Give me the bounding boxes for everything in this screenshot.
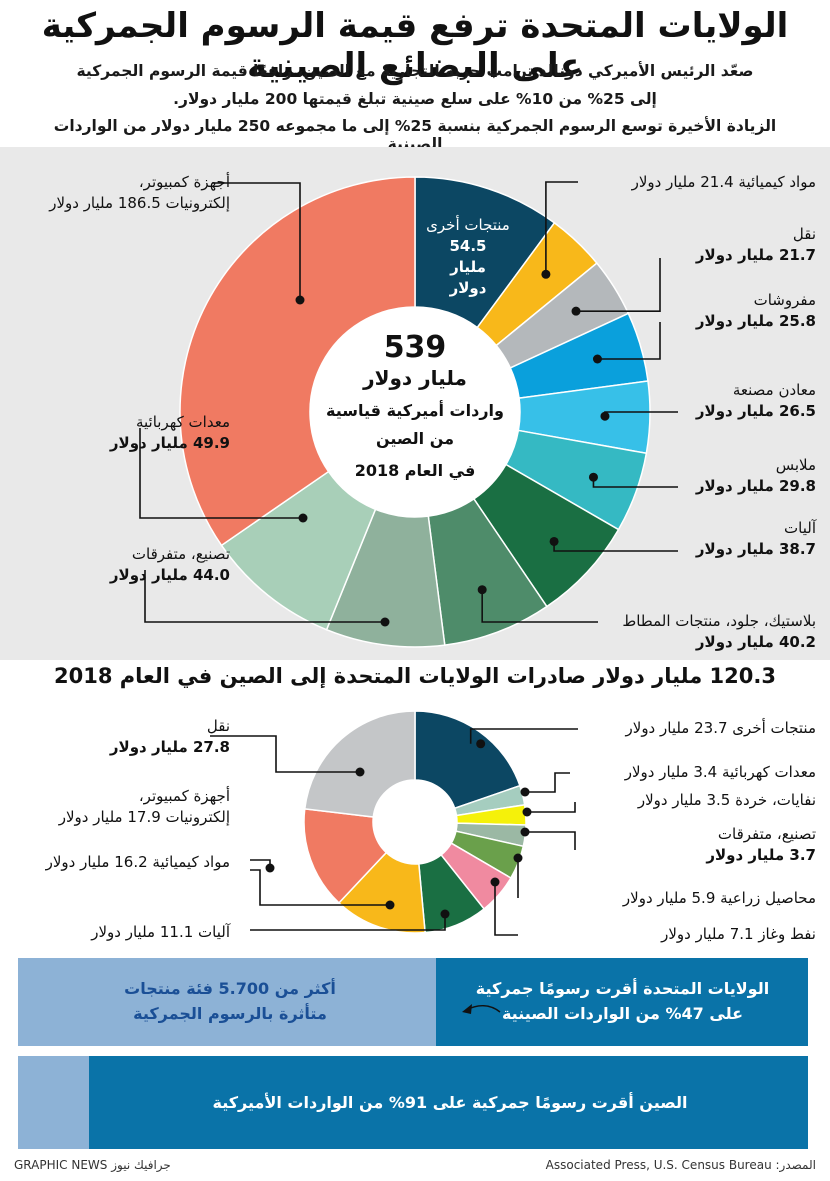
china-tariff-text: الصين أقرت رسومًا جمركية على 91% من الوا…: [212, 1093, 688, 1112]
exp-oil-dot: [490, 877, 500, 887]
imports-label-chemicals: مواد كيميائية 21.4 مليار دولار: [631, 173, 816, 191]
us-tariff-bar-fill: [436, 958, 808, 1046]
page-title: الولايات المتحدة ترفع قيمة الرسوم الجمرك…: [41, 6, 789, 86]
exp-agri-dot: [513, 853, 523, 863]
imports-label-transport: نقل 21.7 مليار دولار: [695, 225, 816, 264]
donut-hole: [373, 780, 457, 864]
imp-plastics-line: [481, 589, 598, 623]
exports-label-oil: نفط وغاز 7.1 مليار دولار: [661, 925, 816, 943]
imp-computers-dot: [295, 295, 305, 305]
subtitle-line-2: إلى 25% من 10% على سلع صينية تبلغ قيمتها…: [173, 90, 657, 108]
imp-plastics-dot: [477, 585, 487, 595]
exp-transport-dot: [355, 767, 365, 777]
exports-label-electrical: معدات كهربائية 3.4 مليار دولار: [624, 763, 816, 781]
imp-furniture-line: [597, 322, 661, 360]
imp-transport-line: [576, 258, 661, 312]
donut-hole: [310, 307, 520, 517]
china-tariff-bar-remainder: [18, 1056, 89, 1149]
exp-chemicals-dot: [385, 900, 395, 910]
exports-donut-chart: [303, 710, 527, 934]
imports-center-line1: واردات أميركية قياسية: [326, 401, 504, 420]
subtitle-line-1: صعّد الرئيس الأميركي دونالد ترامب حربه ا…: [76, 62, 754, 80]
exp-computers-dot: [265, 863, 275, 873]
exports-label-manufacturing: تصنيع، متفرقات 3.7 مليار دولار: [706, 825, 816, 864]
exports-label-transport: نقل 27.8 مليار دولار: [109, 717, 230, 756]
leader-lines: [139, 181, 678, 936]
imp-electrical-line: [139, 428, 303, 519]
imports-label-machinery: آليات 38.7 مليار دولار: [695, 519, 816, 558]
imports-total-unit: مليار دولار: [363, 366, 467, 390]
exp-transport-line: [210, 735, 360, 773]
exp-manufacturing-line: [525, 831, 576, 850]
imp-manufacturing-dot: [380, 617, 390, 627]
imports-label-plastics: بلاستيك، جلود، منتجات المطاط 40.2 مليار د…: [622, 612, 816, 651]
exp-manufacturing-dot: [520, 827, 530, 837]
imp-transport-dot: [571, 306, 581, 316]
exp-oil-line: [494, 882, 518, 936]
exports-label-chemicals: مواد كيميائية 16.2 مليار دولار: [45, 853, 230, 871]
imports-center-line3: في العام 2018: [354, 461, 476, 480]
categories-affected-text: أكثر من 5.700 فئة منتجات متأثرة بالرسوم ا…: [124, 979, 336, 1023]
exp-waste-dot: [522, 807, 532, 817]
china-tariff-bar: [18, 1056, 808, 1149]
imports-label-clothing: ملابس 29.8 مليار دولار: [695, 456, 816, 495]
exp-other-line: [469, 728, 578, 744]
imp-clothing-dot: [588, 472, 598, 482]
imports-center-line2: من الصين: [375, 429, 455, 448]
us-tariff-text: الولايات المتحدة أقرت رسومًا جمركية على 4…: [475, 979, 770, 1023]
imports-donut-chart: [179, 176, 651, 648]
exports-title: 120.3 مليار دولار صادرات الولايات المتحد…: [54, 664, 776, 688]
imp-chemicals-line: [545, 181, 578, 275]
imports-label-manufacturing: تصنيع، متفرقات 44.0 مليار دولار: [109, 545, 230, 584]
exp-chemicals-line: [250, 869, 390, 906]
exp-electrical-line: [525, 772, 570, 793]
footer-source: المصدر: Associated Press, U.S. Census Bu…: [545, 1158, 816, 1172]
imp-furniture-dot: [592, 354, 602, 364]
exp-waste-line: [527, 802, 576, 813]
exp-other-dot: [476, 739, 486, 749]
imports-total-value: 539: [383, 330, 447, 365]
exports-label-other: منتجات أخرى 23.7 مليار دولار: [625, 719, 816, 737]
exports-label-agri: محاصيل زراعية 5.9 مليار دولار: [622, 889, 816, 907]
exp-machinery-dot: [440, 909, 450, 919]
exports-label-waste: نفايات، خردة 3.5 مليار دولار: [637, 791, 816, 809]
imp-manufacturing-line: [144, 570, 385, 623]
imports-label-metals: معادن مصنعة 26.5 مليار دولار: [695, 381, 816, 420]
imp-electrical-dot: [298, 513, 308, 523]
imports-other-label: منتجات أخرى 54.5 مليار دولار: [426, 216, 510, 297]
exp-machinery-line: [250, 914, 446, 931]
exports-label-machinery: آليات 11.1 مليار دولار: [91, 923, 230, 941]
imp-machinery-dot: [549, 536, 559, 546]
imp-computers-line: [212, 182, 301, 300]
footer-credit: GRAPHIC NEWS جرافيك نيوز: [14, 1158, 171, 1172]
imp-metals-dot: [600, 411, 610, 421]
imports-label-computers: أجهزة كمبيوتر، إلكترونيات 186.5 مليار دو…: [49, 173, 230, 212]
exp-electrical-dot: [520, 787, 530, 797]
imports-label-furniture: مفروشات 25.8 مليار دولار: [695, 291, 816, 330]
imp-chemicals-dot: [541, 269, 551, 279]
imports-label-electrical: معدات كهربائية 49.9 مليار دولار: [109, 413, 230, 452]
exports-label-computers: أجهزة كمبيوتر، إلكترونيات 17.9 مليار دول…: [58, 787, 230, 826]
